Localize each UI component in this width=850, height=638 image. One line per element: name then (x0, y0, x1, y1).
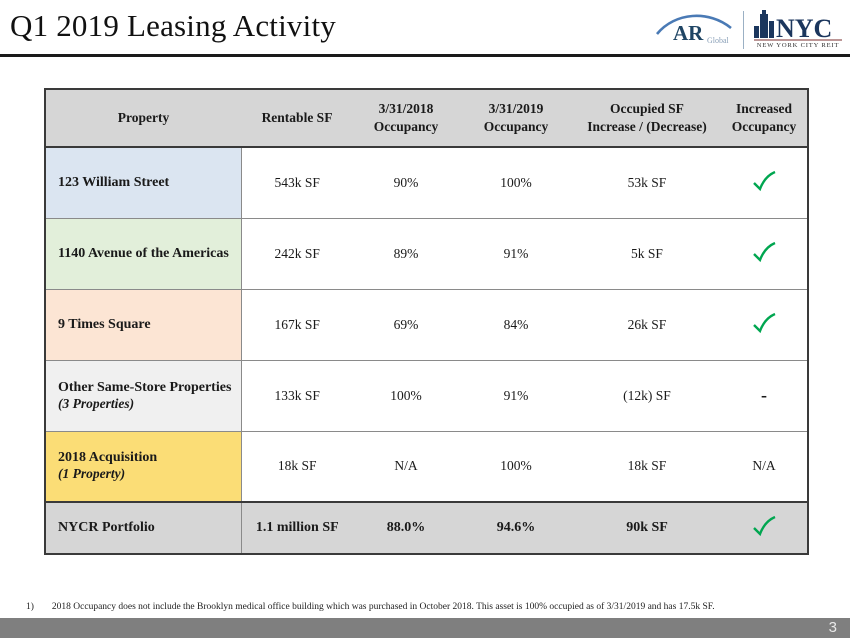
occupancy-2019-cell: 100% (459, 147, 573, 219)
occupancy-2018-cell: 100% (353, 360, 459, 432)
property-name-cell: Other Same-Store Properties (3 Propertie… (45, 360, 242, 432)
increased-occupancy-cell (721, 501, 808, 554)
page-title: Q1 2019 Leasing Activity (10, 8, 336, 43)
occupied-change-cell: 53k SF (573, 147, 721, 219)
property-name: Other Same-Store Properties (58, 379, 232, 395)
col-header-property: Property (45, 89, 241, 148)
footnote: 1) 2018 Occupancy does not include the B… (26, 602, 816, 612)
svg-text:Global: Global (707, 36, 730, 45)
occupancy-2019-cell: 94.6% (459, 501, 573, 554)
table-row: 2018 Acquisition (1 Property) 18k SF N/A… (45, 431, 808, 503)
property-name-cell: 9 Times Square (45, 289, 242, 361)
occupied-change-cell: (12k) SF (573, 360, 721, 432)
rentable-sf-cell: 18k SF (241, 431, 353, 503)
slide-header: Q1 2019 Leasing Activity AR Global NYC N… (0, 0, 850, 58)
occupancy-2019-cell: 84% (459, 289, 573, 361)
increased-occupancy-cell (721, 289, 808, 361)
svg-text:AR: AR (673, 21, 704, 45)
footnote-text: 2018 Occupancy does not include the Broo… (51, 602, 715, 612)
property-note: (3 Properties) (58, 395, 135, 411)
ar-global-logo-icon: AR Global (653, 6, 735, 53)
occupancy-2018-cell: 88.0% (353, 501, 459, 554)
occupancy-2019-cell: 91% (459, 360, 573, 432)
occupancy-2018-cell: 89% (353, 218, 459, 290)
occupancy-2019-cell: 100% (459, 431, 573, 503)
col-header-occupancy-2018: 3/31/2018 Occupancy (353, 89, 459, 148)
svg-text:NEW YORK CITY REIT: NEW YORK CITY REIT (757, 42, 839, 48)
col-header-occupancy-2019: 3/31/2019 Occupancy (459, 89, 573, 148)
table-row: 9 Times Square 167k SF 69% 84% 26k SF (45, 289, 808, 361)
occupancy-2019-cell: 91% (459, 218, 573, 290)
property-name: 2018 Acquisition (58, 450, 158, 466)
rentable-sf-cell: 133k SF (241, 360, 353, 432)
logo-block: AR Global NYC NEW YORK CITY REIT (653, 6, 844, 53)
checkmark-icon (751, 312, 777, 334)
property-name-cell: 123 William Street (45, 147, 242, 219)
col-header-rentable-sf: Rentable SF (241, 89, 353, 148)
no-change-dash: - (761, 385, 767, 405)
occupancy-2018-cell: N/A (353, 431, 459, 503)
page-number: 3 (828, 619, 837, 636)
increased-occupancy-cell (721, 218, 808, 290)
table-row: Other Same-Store Properties (3 Propertie… (45, 360, 808, 432)
checkmark-icon (751, 241, 777, 263)
svg-text:NYC: NYC (776, 14, 832, 43)
table-header-row: Property Rentable SF 3/31/2018 Occupancy… (45, 89, 808, 148)
property-name-cell: 2018 Acquisition (1 Property) (45, 431, 242, 503)
occupied-change-cell: 5k SF (573, 218, 721, 290)
checkmark-icon (751, 170, 777, 192)
rentable-sf-cell: 167k SF (241, 289, 353, 361)
logo-separator (743, 10, 744, 49)
rentable-sf-cell: 242k SF (241, 218, 353, 290)
occupancy-2018-cell: 90% (353, 147, 459, 219)
table-row: 123 William Street 543k SF 90% 100% 53k … (45, 147, 808, 219)
col-header-increased-occupancy: Increased Occupancy (721, 89, 808, 148)
rentable-sf-cell: 1.1 million SF (241, 501, 353, 554)
occupancy-2018-cell: 69% (353, 289, 459, 361)
property-name-cell: 1140 Avenue of the Americas (45, 218, 242, 290)
footnote-marker: 1) (26, 602, 34, 612)
property-name-cell: NYCR Portfolio (45, 501, 242, 554)
increased-occupancy-cell (721, 147, 808, 219)
table-row: 1140 Avenue of the Americas 242k SF 89% … (45, 218, 808, 290)
checkmark-icon (751, 515, 777, 537)
rentable-sf-cell: 543k SF (241, 147, 353, 219)
occupied-change-cell: 18k SF (573, 431, 721, 503)
increased-occupancy-cell: - (721, 360, 808, 432)
property-note: (1 Property) (58, 466, 126, 482)
title-divider (0, 54, 850, 57)
nyc-reit-logo-icon: NYC NEW YORK CITY REIT (752, 6, 844, 53)
col-header-occupied-sf-change: Occupied SF Increase / (Decrease) (573, 89, 721, 148)
portfolio-total-row: NYCR Portfolio 1.1 million SF 88.0% 94.6… (45, 501, 808, 554)
increased-occupancy-cell: N/A (721, 431, 808, 503)
occupied-change-cell: 26k SF (573, 289, 721, 361)
footer-bar: 3 (0, 618, 850, 638)
leasing-activity-table: Property Rentable SF 3/31/2018 Occupancy… (44, 88, 809, 555)
occupied-change-cell: 90k SF (573, 501, 721, 554)
